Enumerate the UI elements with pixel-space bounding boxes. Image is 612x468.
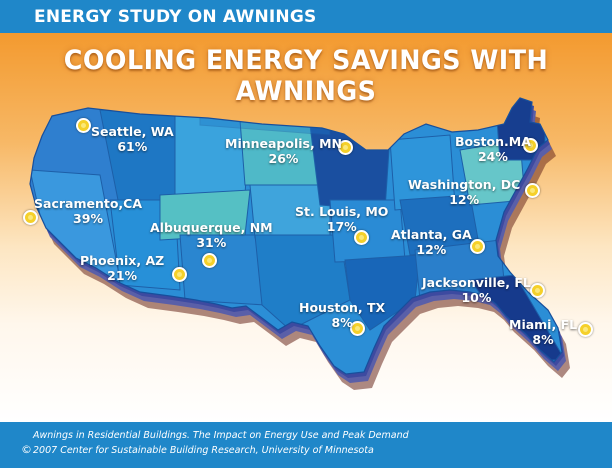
marker-boston[interactable]	[523, 138, 538, 153]
city-label-sacramento: Sacramento,CA 39%	[34, 196, 142, 226]
city-name: Phoenix, AZ	[80, 253, 165, 268]
page-title: COOLING ENERGY SAVINGS WITH AWNINGS	[63, 45, 549, 107]
state-la-ms	[344, 254, 421, 331]
city-saving: 12%	[449, 192, 480, 207]
city-name: Houston, TX	[299, 300, 386, 315]
marker-miami[interactable]	[578, 322, 593, 337]
city-name: Washington, DC	[408, 177, 521, 192]
marker-phoenix[interactable]	[172, 267, 187, 282]
city-label-jacksonville: Jacksonville, FL 10%	[422, 275, 531, 305]
source-citation: Awnings in Residential Buildings. The Im…	[33, 430, 409, 441]
city-name: St. Louis, MO	[295, 204, 389, 219]
banner-title: ENERGY STUDY ON AWNINGS	[34, 7, 317, 27]
state-tx-ok	[254, 234, 351, 331]
city-saving: 12%	[416, 242, 447, 257]
marker-albuquerque[interactable]	[202, 253, 217, 268]
marker-sacramento[interactable]	[23, 210, 38, 225]
city-name: Boston.MA	[455, 134, 531, 149]
city-label-st-louis: St. Louis, MO 17%	[295, 204, 388, 234]
city-saving: 39%	[73, 211, 103, 226]
city-saving: 8%	[532, 332, 554, 347]
city-label-atlanta: Atlanta, GA 12%	[391, 227, 472, 257]
city-name: Albuquerque, NM	[150, 220, 273, 235]
city-name: Miami, FL	[509, 317, 578, 332]
city-saving: 26%	[268, 151, 299, 166]
city-name: Minneapolis, MN	[225, 136, 342, 151]
city-saving: 61%	[117, 139, 148, 154]
city-saving: 31%	[196, 235, 227, 250]
city-name: Seattle, WA	[91, 124, 174, 139]
marker-seattle[interactable]	[76, 118, 91, 133]
marker-atlanta[interactable]	[470, 239, 485, 254]
marker-minneapolis[interactable]	[338, 140, 353, 155]
copyright-text: 2007 Center for Sustainable Building Res…	[33, 445, 374, 456]
city-name: Sacramento,CA	[34, 196, 143, 211]
city-label-phoenix: Phoenix, AZ 21%	[80, 253, 164, 283]
city-label-seattle: Seattle, WA 61%	[91, 124, 174, 154]
city-saving: 21%	[107, 268, 138, 283]
city-label-boston: Boston.MA 24%	[455, 134, 531, 164]
city-label-washington: Washington, DC 12%	[408, 177, 520, 207]
city-label-miami: Miami, FL 8%	[509, 317, 577, 347]
top-banner: ENERGY STUDY ON AWNINGS	[0, 0, 612, 33]
footer: Awnings in Residential Buildings. The Im…	[0, 422, 612, 468]
city-saving: 8%	[331, 315, 353, 330]
city-saving: 24%	[477, 149, 508, 164]
marker-houston[interactable]	[350, 321, 365, 336]
marker-st-louis[interactable]	[354, 230, 369, 245]
city-saving: 17%	[326, 219, 357, 234]
marker-washington[interactable]	[525, 183, 540, 198]
city-name: Atlanta, GA	[391, 227, 472, 242]
marker-jacksonville[interactable]	[530, 283, 545, 298]
city-name: Jacksonville, FL	[422, 275, 531, 290]
city-label-minneapolis: Minneapolis, MN 26%	[225, 136, 342, 166]
city-saving: 10%	[461, 290, 492, 305]
city-label-houston: Houston, TX 8%	[299, 300, 385, 330]
copyright-symbol: ©	[21, 443, 32, 456]
city-label-albuquerque: Albuquerque, NM 31%	[150, 220, 273, 250]
